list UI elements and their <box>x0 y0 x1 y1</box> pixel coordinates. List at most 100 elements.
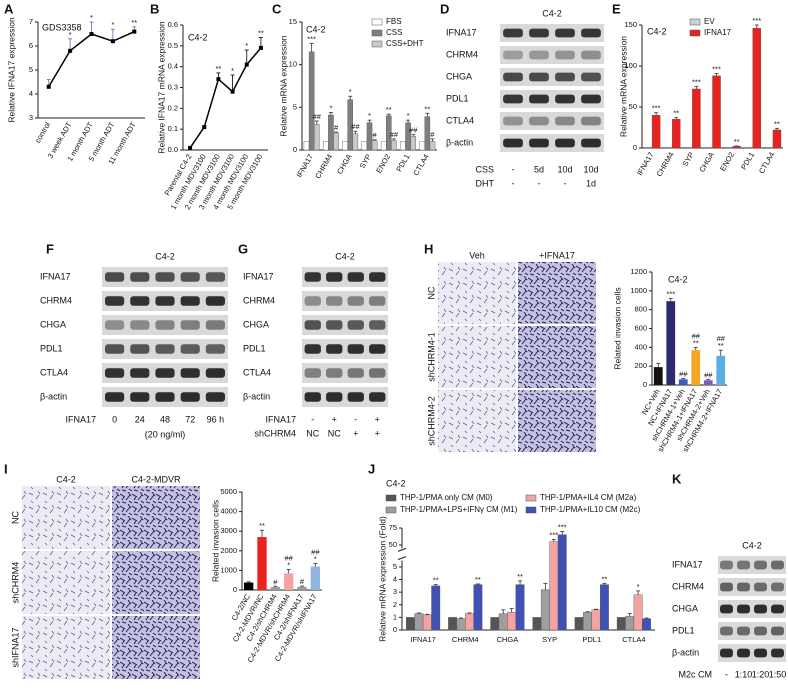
bar <box>633 594 643 631</box>
condition-label: IFNA17 <box>65 414 96 424</box>
significance: ## <box>313 112 322 121</box>
bar <box>244 582 254 590</box>
axis-break <box>397 547 407 561</box>
blot-strip <box>302 315 388 335</box>
y-tick-label: 2000 <box>220 546 237 555</box>
significance: *** <box>652 104 661 113</box>
blot-row-label: CHGA <box>40 319 66 329</box>
y-tick-label: 1 <box>393 612 397 621</box>
significance: ** <box>517 572 523 581</box>
blot-band <box>347 344 364 354</box>
x-tick-label: CTLA4 <box>411 152 430 177</box>
y-tick-label: 6 <box>29 41 33 50</box>
bar <box>422 614 432 631</box>
blot-band <box>205 272 225 282</box>
blot-row-label: β-actin <box>40 391 67 401</box>
row-label: shCHRM4-2 <box>426 396 436 446</box>
blot-band <box>105 392 125 402</box>
blot-band <box>754 648 767 658</box>
lane-label: 1:10 <box>735 669 753 679</box>
bar <box>732 146 741 149</box>
x-tick-label: PDL1 <box>394 152 411 173</box>
blot-band <box>555 138 575 148</box>
chart-title: C4-2 <box>306 24 326 34</box>
panel-letter: E <box>612 1 621 16</box>
blot-band <box>180 368 200 378</box>
blot-row-label: CTLA4 <box>243 367 271 377</box>
legend-swatch <box>525 494 537 502</box>
significance: ## <box>409 126 418 135</box>
significance: ** <box>601 574 607 583</box>
blot-band <box>503 72 523 82</box>
blot-band <box>503 116 523 126</box>
blot-band <box>737 626 750 636</box>
blot-band <box>105 320 125 330</box>
bar <box>366 122 373 151</box>
blot-strip <box>500 90 604 108</box>
bar <box>410 136 416 151</box>
lane-label: 72 <box>185 414 195 424</box>
y-tick-label: 4000 <box>220 507 237 516</box>
blot-band <box>720 560 733 570</box>
blot-strip <box>302 363 388 383</box>
blot-band <box>180 296 200 306</box>
bar <box>414 613 424 631</box>
blot-row-label: β-actin <box>672 647 699 657</box>
lane-label: 96 h <box>207 414 225 424</box>
lane-label: - <box>538 178 541 188</box>
x-tick-label: SYP <box>358 152 373 170</box>
lane-label: 10d <box>583 164 598 174</box>
panel-letter: B <box>150 1 159 16</box>
blot-band <box>304 296 321 306</box>
micrograph <box>438 262 516 324</box>
blot-band <box>347 296 364 306</box>
blot-band <box>720 582 733 592</box>
significance: ** <box>693 338 699 347</box>
blot-band <box>326 296 343 306</box>
x-tick-label: PDL1 <box>739 150 756 171</box>
x-tick-label: IFNA17 <box>635 150 656 177</box>
chart-title: C4-2 <box>668 274 688 284</box>
blot-band <box>737 560 750 570</box>
blot-band <box>205 368 225 378</box>
bar <box>391 140 397 151</box>
lane-label: 5d <box>534 164 544 174</box>
bar <box>712 75 721 149</box>
row-label: shCHRM4 <box>10 562 20 604</box>
bar <box>678 379 688 385</box>
blot-band <box>304 368 321 378</box>
x-tick-label: control <box>33 120 52 144</box>
bar <box>672 119 681 149</box>
lane-label: 10d <box>557 164 572 174</box>
y-tick-label: 0.3 <box>168 82 178 91</box>
y-tick-label: 5000 <box>220 487 237 496</box>
blot-band <box>304 272 321 282</box>
bar <box>314 124 320 151</box>
column-label: Veh <box>469 250 485 260</box>
blot-band <box>771 604 784 614</box>
blot-band <box>754 582 767 592</box>
blot-band <box>369 344 386 354</box>
blot-band <box>369 296 386 306</box>
y-tick-label: 200 <box>634 361 647 370</box>
blot-band <box>347 392 364 402</box>
y-tick-label: 0.0 <box>168 145 178 154</box>
blot-band <box>205 392 225 402</box>
legend-label: THP-1/PMA+IL10 CM (M2c) <box>540 505 641 514</box>
x-tick-label: SYP <box>542 635 557 644</box>
legend-label: EV <box>704 17 715 26</box>
legend-label: THP-1/PMA+IL4 CM (M2a) <box>540 493 637 502</box>
line <box>48 30 135 88</box>
blot-band <box>180 320 200 330</box>
column-label: +IFNA17 <box>539 250 575 260</box>
blot-band <box>105 272 125 282</box>
micrograph <box>518 390 596 452</box>
blot-band <box>737 648 750 658</box>
y-tick-label: 50 <box>389 540 397 549</box>
bar <box>744 146 753 149</box>
bar <box>431 585 441 631</box>
significance: # <box>373 131 378 140</box>
significance: ## <box>717 334 726 343</box>
blot-band <box>180 272 200 282</box>
